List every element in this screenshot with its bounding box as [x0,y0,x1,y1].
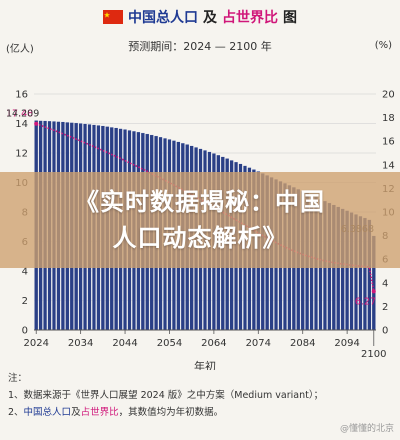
overlay-banner: 《实时数据揭秘：中国 人口动态解析》 [0,172,400,268]
notes-line-2-conj: 及 [71,407,81,418]
notes-line-2: 2、中国总人口及占世界比，其数值均为年初数据。 [8,404,398,421]
notes-line-2-prefix: 2、 [8,407,24,418]
y-right-tick-label: 20 [382,90,395,101]
x-tick-label: 2064 [201,338,226,349]
world-share-end-point [371,289,376,294]
overlay-line-1: 《实时数据揭秘：中国 [75,188,325,216]
y-left-tick-label: 0 [22,326,28,337]
x-tick-label: 2034 [68,338,93,349]
world-share-start-label: 17.48 [6,109,33,120]
y-right-tick-label: 14 [382,160,395,171]
china-flag-icon [103,10,123,24]
y-right-tick-label: 2 [382,302,388,313]
notes-line-2-population: 中国总人口 [23,407,72,418]
world-share-start-point [34,121,39,126]
x-tick-label: 2024 [23,338,48,349]
y-left-tick-label: 2 [22,296,28,307]
x-axis-label: 年初 [194,359,216,370]
left-axis-unit: (亿人) [6,44,34,55]
title-share: 占世界比 [222,10,278,26]
right-axis-unit: (%) [374,40,392,51]
y-left-tick-label: 16 [15,90,28,101]
watermark: @懂懂的北京 [339,424,394,434]
x-tick-label: 2084 [290,338,315,349]
x-tick-label: 2044 [112,338,137,349]
population-start-label: 14.209 [6,108,39,119]
x-tick-label: 2054 [157,338,182,349]
chart-subtitle: 预测期间：2024 — 2100 年 [128,40,272,53]
y-right-tick-label: 0 [382,326,388,337]
title-suffix: 图 [283,10,297,26]
y-right-tick-label: 4 [382,278,388,289]
y-right-tick-label: 16 [382,137,395,148]
y-right-tick-label: 18 [382,113,395,124]
y-left-tick-label: 12 [15,149,28,160]
x-tick-label: 2074 [246,338,271,349]
title-population: 中国总人口 [128,10,198,26]
y-left-tick-label: 4 [22,267,28,278]
notes-line-2-suffix: ，其数值均为年初数据。 [118,407,224,418]
overlay-line-2: 人口动态解析》 [112,224,288,252]
chart-notes: 注： 1、数据来源于《世界人口展望 2024 版》之中方案（Medium var… [8,370,398,421]
notes-heading: 注： [8,373,28,384]
title-conj: 及 [203,10,217,26]
y-left-tick-label: 14 [15,119,28,130]
world-share-end-label: 6.27 [355,296,376,307]
chart-title: 中国总人口 及 占世界比 图 [0,6,400,28]
notes-line-1: 1、数据来源于《世界人口展望 2024 版》之中方案（Medium varian… [8,390,324,401]
x-tick-label: 2094 [334,338,359,349]
notes-line-2-share: 占世界比 [80,407,119,418]
x-tick-label: 2100 [361,349,386,360]
